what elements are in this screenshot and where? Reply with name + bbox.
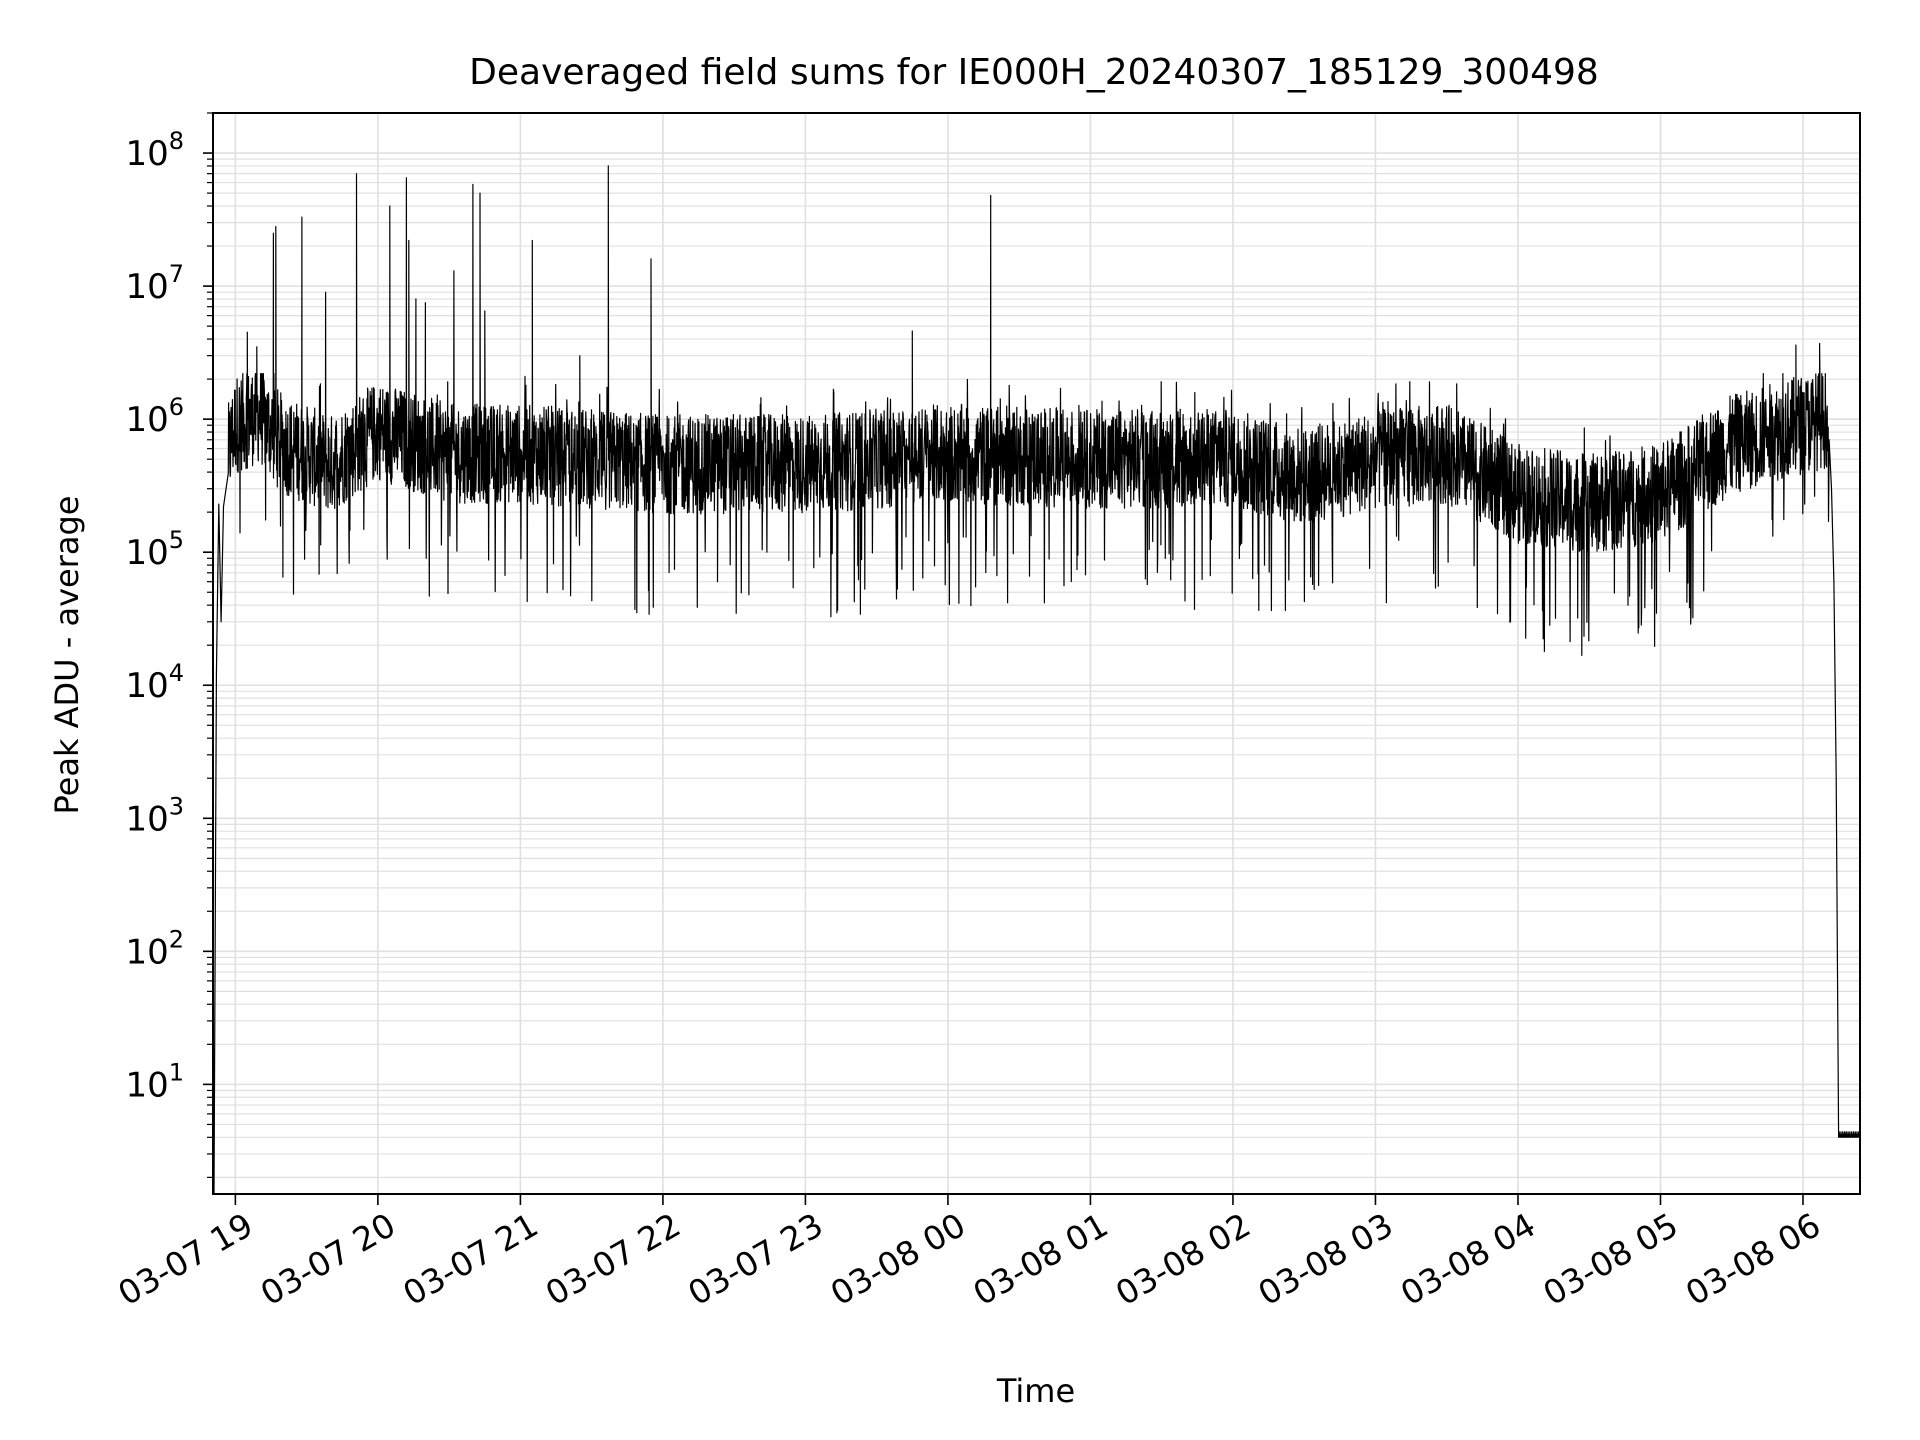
grid-major [214,113,1860,1194]
y-tick-label: 101 [125,1058,184,1105]
y-tick-label: 108 [125,127,184,174]
y-tick-label: 107 [125,260,184,307]
y-tick-label: 106 [125,393,184,440]
y-tick-label: 104 [125,659,184,706]
y-axis: 101 102 103 104 105 106 107 108 [125,112,214,1178]
plot-frame [212,112,1861,1195]
grid-minor [214,112,1860,1178]
y-tick-label: 105 [125,526,184,573]
y-tick-label: 102 [125,925,184,972]
x-axis-label: Time [996,1372,1075,1410]
plot-area [214,165,1860,1194]
y-axis-label: Peak ADU - average [48,496,86,815]
chart-title: Deaveraged field sums for IE000H_2024030… [469,52,1599,93]
y-tick-label: 103 [125,792,184,839]
series-line [214,165,1860,1194]
